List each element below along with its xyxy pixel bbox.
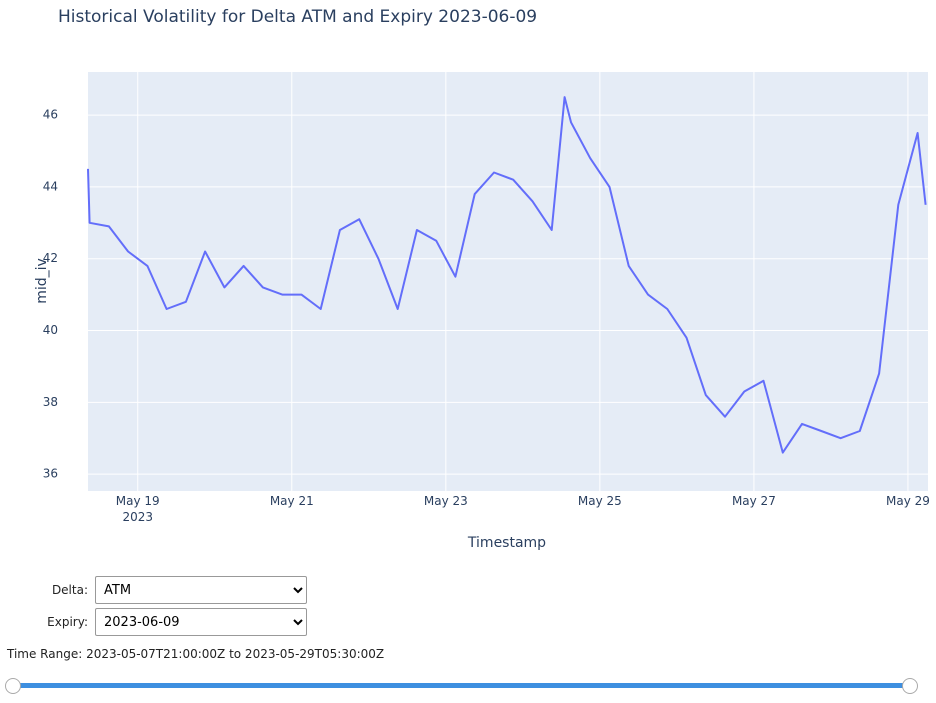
y-tick-label: 46 [43,108,58,122]
y-tick-label: 44 [43,179,58,193]
x-tick-label: May 25 [577,494,622,508]
chart-title: Historical Volatility for Delta ATM and … [58,7,537,27]
x-tick-label: May 29 [885,494,930,508]
time-range-label: Time Range: 2023-05-07T21:00:00Z to 2023… [7,647,385,661]
y-tick-label: 42 [43,251,58,265]
delta-label: Delta: [51,583,88,597]
slider-track[interactable] [13,683,910,688]
plot-area [88,72,928,491]
expiry-select[interactable]: 2023-06-09 [95,608,307,636]
y-tick-label: 40 [43,323,58,337]
y-tick-label: 38 [43,395,58,409]
delta-select[interactable]: ATM [95,576,307,604]
x-tick-label: May 23 [423,494,468,508]
x-tick-label: May 27 [731,494,776,508]
x-axis-title: Timestamp [467,535,546,551]
y-axis-title: mid_iv [34,258,50,304]
expiry-label: Expiry: [47,615,88,629]
slider-handle-start[interactable] [5,678,21,694]
chart: Historical Volatility for Delta ATM and … [34,7,928,551]
x-tick-label: May 21 [269,494,314,508]
data-line [87,96,927,454]
x-tick-label: May 19 2023 [115,494,160,524]
slider-handle-end[interactable] [902,678,918,694]
y-tick-label: 36 [43,467,58,481]
